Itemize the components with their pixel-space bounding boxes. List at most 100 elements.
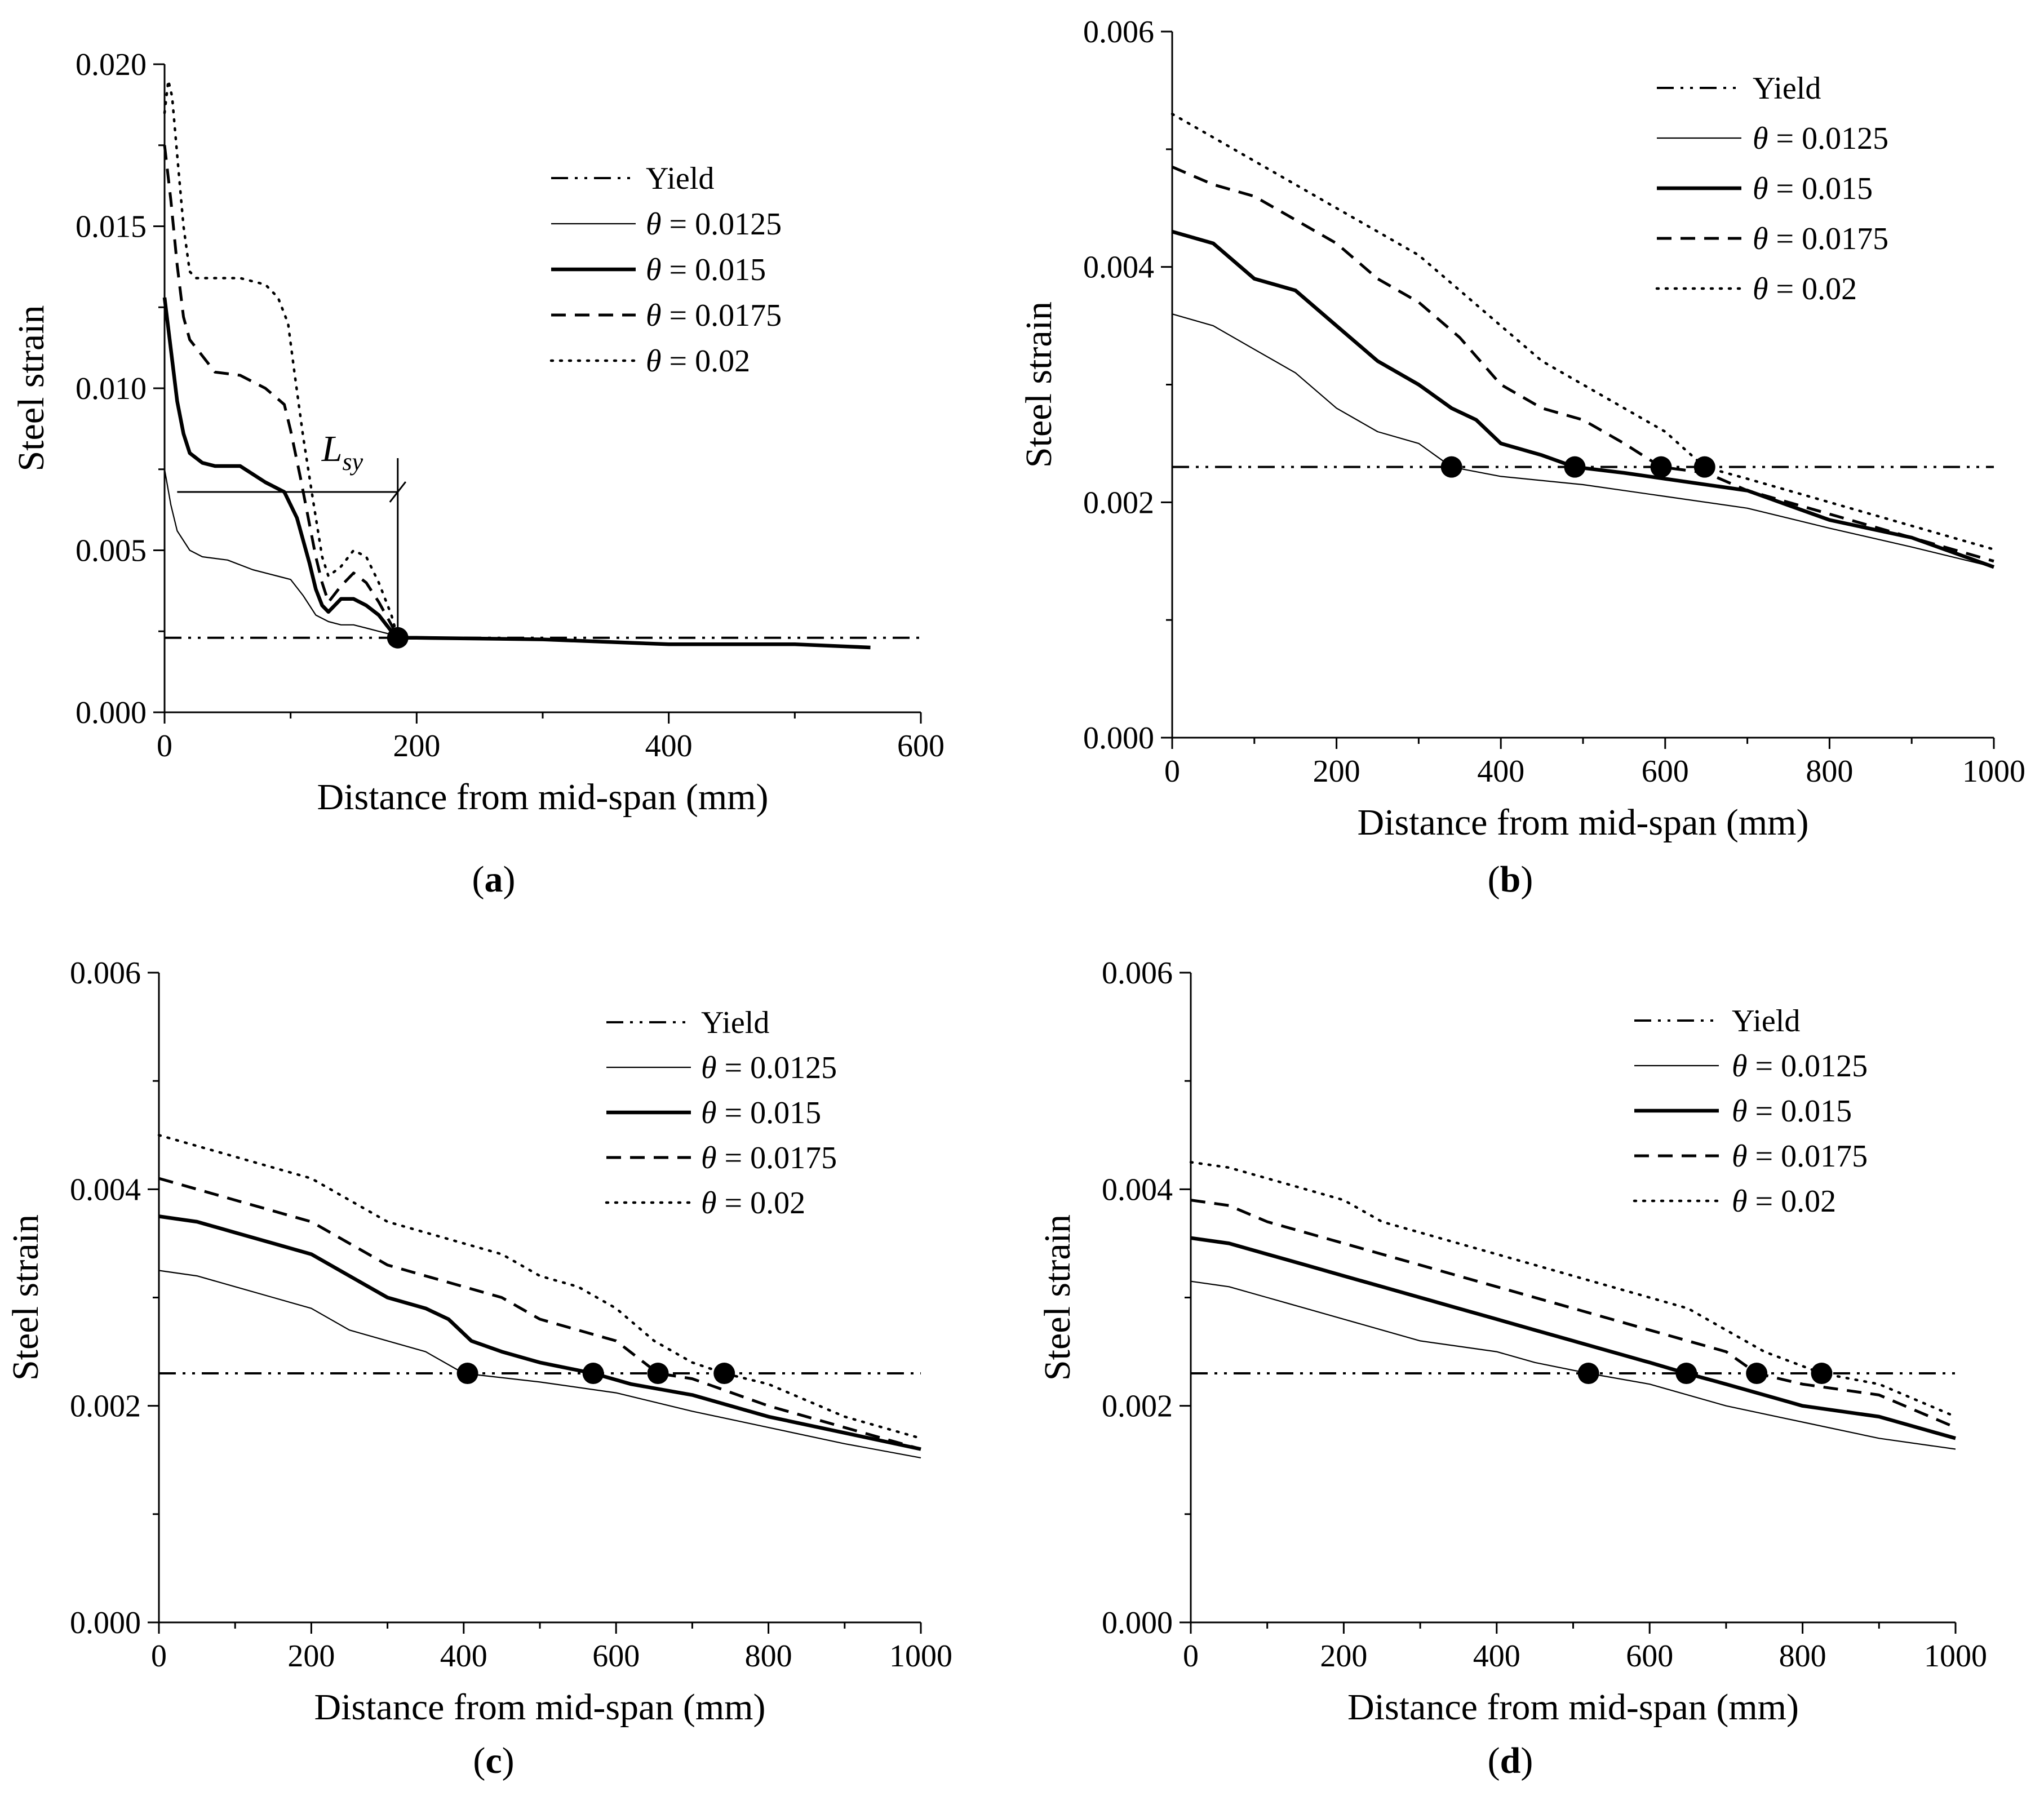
legend-label-2: θ = 0.015 bbox=[1732, 1094, 1852, 1129]
legend-label-2: θ = 0.015 bbox=[1753, 171, 1873, 206]
y-tick-label: 0.002 bbox=[1102, 1389, 1173, 1424]
yield-point-marker bbox=[583, 1363, 604, 1384]
x-axis-title: Distance from mid-span (mm) bbox=[1347, 1687, 1799, 1728]
y-axis-title: Steel strain bbox=[5, 1214, 46, 1381]
y-axis-title: Steel strain bbox=[1037, 1214, 1078, 1381]
y-tick-label: 0.004 bbox=[1083, 250, 1154, 285]
x-tick-label: 800 bbox=[745, 1639, 792, 1674]
series-line-3 bbox=[159, 1178, 921, 1449]
y-tick-label: 0.004 bbox=[70, 1172, 141, 1207]
lsy-label: Lsy bbox=[321, 428, 363, 476]
series-line-4 bbox=[1191, 1162, 1956, 1417]
legend-label-0: Yield bbox=[1753, 71, 1821, 106]
legend-label-4: θ = 0.02 bbox=[1753, 272, 1857, 307]
x-tick-label: 200 bbox=[1320, 1639, 1367, 1674]
x-tick-label: 400 bbox=[1477, 754, 1524, 789]
x-tick-label: 600 bbox=[897, 729, 945, 764]
legend-label-4: θ = 0.02 bbox=[1732, 1184, 1836, 1219]
legend-label-2: θ = 0.015 bbox=[646, 252, 766, 287]
legend-label-1: θ = 0.0125 bbox=[646, 207, 782, 242]
x-tick-label: 0 bbox=[1164, 754, 1180, 789]
legend-label-2: θ = 0.015 bbox=[701, 1096, 821, 1130]
x-tick-label: 600 bbox=[1642, 754, 1689, 789]
y-axis-title: Steel strain bbox=[11, 305, 52, 471]
y-tick-label: 0.006 bbox=[1102, 956, 1173, 991]
chart-panel-d: 0 200 400 600 800 1000 0.000 0.002 0.004 0.006 Dis… bbox=[1037, 956, 1987, 1781]
x-tick-label: 0 bbox=[1183, 1639, 1199, 1674]
legend-label-1: θ = 0.0125 bbox=[1753, 121, 1888, 156]
y-tick-label: 0.000 bbox=[1102, 1606, 1173, 1640]
figure: 0 200 400 600 0.000 0.005 0.010 0.015 0.020 Dista… bbox=[0, 0, 2044, 1805]
legend-label-3: θ = 0.0175 bbox=[1732, 1139, 1868, 1174]
y-tick-label: 0.000 bbox=[1083, 721, 1154, 756]
yield-point-marker bbox=[648, 1363, 669, 1384]
y-tick-label: 0.002 bbox=[1083, 485, 1154, 520]
legend-label-0: Yield bbox=[701, 1005, 769, 1040]
series-line-2 bbox=[1172, 232, 1994, 567]
legend-label-1: θ = 0.0125 bbox=[701, 1050, 837, 1085]
x-tick-label: 600 bbox=[1626, 1639, 1673, 1674]
panel-caption: (b) bbox=[1488, 859, 1533, 900]
x-tick-label: 200 bbox=[287, 1639, 335, 1674]
legend-label-0: Yield bbox=[1732, 1004, 1800, 1039]
panel-caption: (d) bbox=[1488, 1740, 1533, 1781]
yield-point-marker bbox=[1746, 1363, 1767, 1384]
x-axis-title: Distance from mid-span (mm) bbox=[314, 1687, 766, 1728]
yield-point-marker bbox=[1694, 456, 1715, 478]
legend-label-3: θ = 0.0175 bbox=[701, 1141, 837, 1176]
panel-caption: (c) bbox=[473, 1740, 514, 1781]
y-tick-label: 0.004 bbox=[1102, 1172, 1173, 1207]
y-axis-title: Steel strain bbox=[1018, 301, 1059, 468]
x-tick-label: 200 bbox=[1313, 754, 1360, 789]
x-axis-title: Distance from mid-span (mm) bbox=[317, 777, 769, 818]
yield-point-marker bbox=[1578, 1363, 1599, 1384]
chart-panel-c: 0 200 400 600 800 1000 0.000 0.002 0.004 0.006 Dis… bbox=[5, 956, 952, 1781]
y-tick-label: 0.020 bbox=[76, 47, 147, 82]
panel-caption: (a) bbox=[472, 859, 516, 900]
yield-point-marker bbox=[1651, 456, 1672, 478]
series-line-2 bbox=[1191, 1238, 1956, 1439]
series-line-4 bbox=[165, 81, 398, 638]
series-line-1 bbox=[1191, 1281, 1956, 1449]
x-tick-label: 800 bbox=[1806, 754, 1853, 789]
x-tick-label: 600 bbox=[592, 1639, 640, 1674]
yield-point-marker bbox=[713, 1363, 735, 1384]
chart-panel-a: 0 200 400 600 0.000 0.005 0.010 0.015 0.020 Dista… bbox=[11, 47, 945, 900]
x-tick-label: 0 bbox=[157, 729, 172, 764]
series-line-1 bbox=[165, 469, 871, 648]
chart-panel-b: 0 200 400 600 800 1000 0.000 0.002 0.004 0.006 Dis… bbox=[1018, 15, 2025, 900]
y-tick-label: 0.006 bbox=[70, 956, 141, 991]
x-tick-label: 400 bbox=[1473, 1639, 1520, 1674]
x-tick-label: 200 bbox=[393, 729, 440, 764]
legend-label-3: θ = 0.0175 bbox=[646, 298, 782, 333]
yield-point-marker bbox=[1441, 456, 1462, 478]
y-tick-label: 0.002 bbox=[70, 1389, 141, 1424]
legend-label-3: θ = 0.0175 bbox=[1753, 221, 1888, 256]
y-tick-label: 0.000 bbox=[76, 695, 147, 730]
legend-label-0: Yield bbox=[646, 161, 714, 196]
yield-point-marker bbox=[1675, 1363, 1697, 1384]
x-tick-label: 0 bbox=[151, 1639, 167, 1674]
legend-label-4: θ = 0.02 bbox=[646, 344, 750, 379]
yield-point-marker bbox=[457, 1363, 478, 1384]
series-line-2 bbox=[159, 1216, 921, 1449]
series-line-4 bbox=[159, 1135, 921, 1438]
x-tick-label: 400 bbox=[645, 729, 693, 764]
x-tick-label: 1000 bbox=[889, 1639, 952, 1674]
legend-label-1: θ = 0.0125 bbox=[1732, 1049, 1868, 1084]
series-line-3 bbox=[165, 145, 398, 638]
series-line-3 bbox=[1191, 1200, 1956, 1428]
x-axis-title: Distance from mid-span (mm) bbox=[1358, 802, 1809, 843]
y-tick-label: 0.015 bbox=[76, 210, 147, 245]
x-tick-label: 400 bbox=[440, 1639, 487, 1674]
y-tick-label: 0.005 bbox=[76, 534, 147, 569]
yield-point-marker bbox=[1564, 456, 1585, 478]
x-tick-label: 1000 bbox=[1962, 754, 2025, 789]
yield-point-marker bbox=[1811, 1363, 1833, 1384]
x-tick-label: 1000 bbox=[1924, 1639, 1987, 1674]
x-tick-label: 800 bbox=[1779, 1639, 1826, 1674]
legend-label-4: θ = 0.02 bbox=[701, 1186, 805, 1221]
y-tick-label: 0.010 bbox=[76, 371, 147, 406]
y-tick-label: 0.000 bbox=[70, 1606, 141, 1640]
series-line-2 bbox=[165, 298, 871, 648]
